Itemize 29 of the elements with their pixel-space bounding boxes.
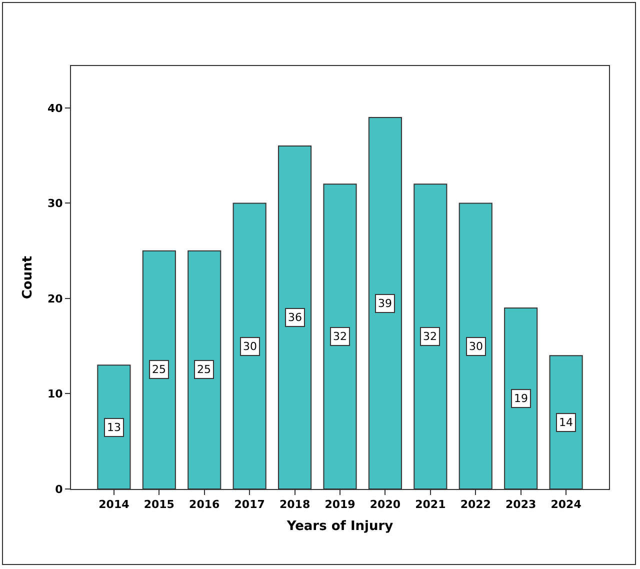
data-label: 30	[469, 340, 483, 353]
x-tick-label: 2018	[279, 498, 310, 512]
x-tick-label: 2024	[550, 498, 582, 512]
data-label: 25	[152, 363, 166, 376]
x-tick-label: 2020	[370, 498, 401, 512]
x-tick-label: 2019	[324, 498, 356, 512]
y-tick-label: 30	[47, 197, 64, 210]
y-tick-label: 40	[47, 102, 64, 115]
x-tick-label: 2022	[460, 498, 491, 512]
x-tick-label: 2014	[98, 498, 130, 512]
x-tick-label: 2023	[506, 498, 536, 512]
data-label: 19	[514, 392, 528, 405]
data-label: 32	[423, 330, 437, 343]
data-label: 14	[559, 416, 573, 429]
x-tick-label: 2017	[234, 498, 265, 512]
data-label: 13	[107, 421, 121, 434]
data-label: 32	[333, 330, 347, 343]
y-tick-label: 10	[47, 388, 64, 401]
data-label: 25	[197, 363, 211, 376]
y-axis-title: Count	[20, 256, 36, 300]
y-tick-label: 0	[55, 482, 64, 496]
x-axis-title: Years of Injury	[286, 518, 394, 534]
x-tick-label: 2021	[415, 498, 446, 512]
y-tick-label: 20	[47, 292, 64, 306]
data-label: 30	[243, 340, 257, 353]
x-tick-label: 2016	[189, 498, 220, 512]
x-tick-label: 2015	[144, 498, 174, 512]
data-label: 36	[288, 311, 302, 324]
data-label: 39	[378, 297, 392, 310]
